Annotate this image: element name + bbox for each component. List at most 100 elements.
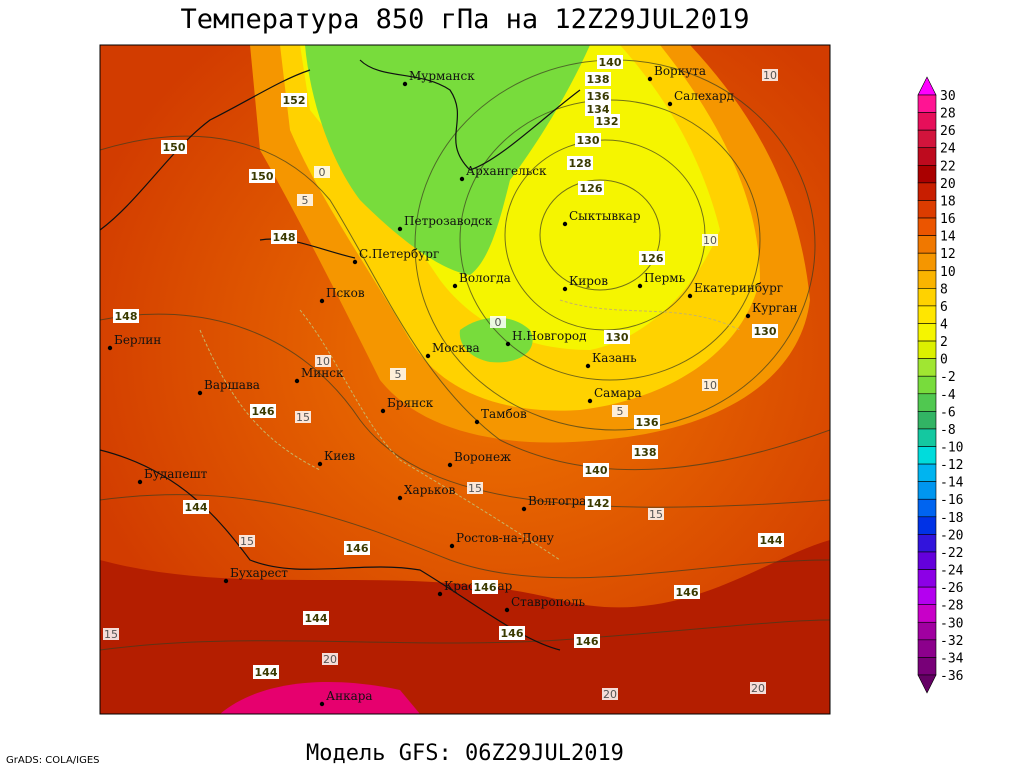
city-dot — [449, 543, 455, 549]
city-label: Сыктывкар — [569, 209, 641, 223]
contour-label-box — [585, 102, 611, 116]
city-label: Казань — [592, 351, 637, 365]
colorbar-box — [917, 463, 937, 482]
city-dot — [562, 221, 568, 227]
city-label: Вологда — [459, 271, 511, 285]
warm-south — [100, 540, 830, 714]
city-label: Петрозаводск — [404, 214, 493, 228]
isotherm-label: 15 — [649, 508, 663, 521]
contour-label-box — [253, 665, 279, 679]
contour-label-box — [567, 156, 593, 170]
colorbar-label: -22 — [940, 546, 963, 561]
contour-label: 140 — [599, 56, 622, 69]
contour-label-box — [472, 580, 498, 594]
isotherm-label: 5 — [617, 405, 624, 418]
isotherm-label-box — [390, 368, 406, 380]
colorbar-label: 14 — [940, 230, 956, 245]
contour-label-box — [574, 634, 600, 648]
isotherm-label-box — [314, 166, 330, 178]
contour-label-box — [639, 251, 665, 265]
colorbar-box — [917, 270, 937, 289]
contour-label-box — [634, 415, 660, 429]
colorbar-box — [917, 428, 937, 447]
colorbar-box — [917, 340, 937, 359]
isotherm-label: 0 — [495, 316, 502, 329]
city-label: Киев — [324, 449, 355, 463]
isotherm-label: 20 — [603, 688, 617, 701]
city-dot — [504, 607, 510, 613]
contour-label-box — [585, 496, 611, 510]
contour-label: 136 — [636, 416, 659, 429]
city-dot — [647, 76, 653, 82]
contour-label: 150 — [251, 170, 274, 183]
city-dot — [425, 353, 431, 359]
contour-label: 144 — [305, 612, 328, 625]
footer: Модель GFS: 06Z29JUL2019 — [306, 741, 624, 766]
city-dot — [447, 462, 453, 468]
city-dot — [107, 345, 113, 351]
colorbar-label: -28 — [940, 599, 963, 614]
colorbar-label: 6 — [940, 300, 948, 315]
city-label: Тамбов — [481, 407, 527, 421]
contour-label: 146 — [252, 405, 275, 418]
title: Температура 850 гПа на 12Z29JUL2019 — [181, 4, 750, 35]
city-label: Брянск — [387, 396, 434, 410]
contour-label: 136 — [587, 90, 610, 103]
isotherm-label: 20 — [751, 682, 765, 695]
contour-label: 126 — [580, 182, 603, 195]
contour-label: 140 — [585, 464, 608, 477]
isotherm-label-box — [602, 688, 618, 700]
city-dot — [437, 591, 443, 597]
colorbar-box — [917, 375, 937, 395]
isotherm-label-box — [702, 379, 718, 391]
contour-label: 138 — [587, 73, 610, 86]
colorbar-box — [917, 604, 937, 623]
city-label: Бухарест — [230, 566, 288, 580]
city-dot — [459, 176, 465, 182]
colorbar-box — [917, 621, 937, 641]
colorbar-box — [917, 569, 937, 588]
isotherm-label-box — [322, 653, 338, 665]
contour-label: 130 — [754, 325, 777, 338]
isotherm-label: 10 — [703, 379, 717, 392]
colorbar-label: 2 — [940, 335, 948, 350]
city-dot — [687, 293, 693, 299]
colorbar-label: -12 — [940, 458, 963, 473]
city-dot — [505, 341, 511, 347]
isotherm-label: 10 — [316, 355, 330, 368]
city-label: Минск — [301, 366, 344, 380]
city-dot — [587, 398, 593, 404]
contour-label-box — [281, 93, 307, 107]
city-dot — [352, 259, 358, 265]
colorbar-label: 8 — [940, 282, 948, 297]
colorbar-box — [917, 217, 937, 236]
city-label: Псков — [326, 286, 365, 300]
city-dot — [137, 479, 143, 485]
contour-label-box — [674, 585, 700, 599]
city-label: Харьков — [404, 483, 456, 497]
colorbar-label: -14 — [940, 476, 964, 491]
colorbar-label: 0 — [940, 353, 948, 368]
colorbar-box — [917, 112, 937, 131]
colorbar-box — [917, 252, 937, 272]
contour-label: 146 — [501, 627, 524, 640]
contour-label-box — [161, 140, 187, 154]
contour-label-box — [632, 445, 658, 459]
colorbar-label: -24 — [940, 564, 964, 579]
city-dot — [402, 81, 408, 87]
contour-label-box — [250, 404, 276, 418]
colorbar-label: -4 — [940, 388, 956, 403]
colorbar-box — [917, 498, 937, 518]
city-label: Москва — [432, 341, 480, 355]
city-dot — [474, 419, 480, 425]
city-dot — [637, 283, 643, 289]
colorbar-label: -2 — [940, 370, 956, 385]
isotherm-label: 10 — [703, 234, 717, 247]
contour-label-box — [758, 533, 784, 547]
contour-label: 144 — [760, 534, 783, 547]
colorbar-label: 30 — [940, 89, 956, 104]
colorbar-label: -10 — [940, 441, 963, 456]
colorbar-label: -26 — [940, 581, 963, 596]
colorbar-label: -32 — [940, 634, 963, 649]
